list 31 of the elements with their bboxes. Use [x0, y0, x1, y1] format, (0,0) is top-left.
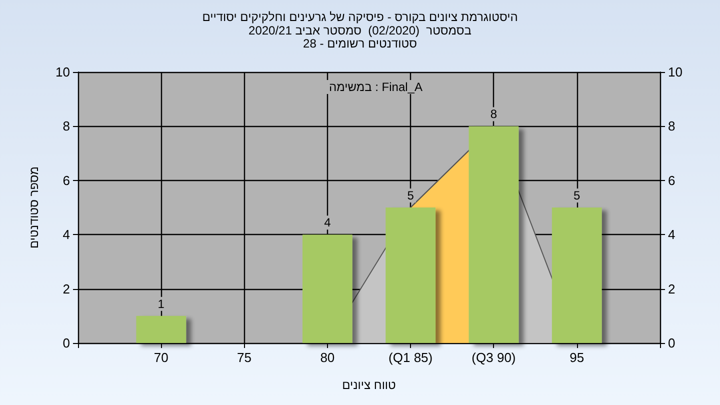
data-label: 1	[158, 296, 165, 311]
x-tick-label: 80	[320, 350, 335, 365]
bar	[136, 316, 186, 343]
annotation: במשימה : Final_A	[329, 80, 422, 94]
chart-title: היסטוגרמת ציונים בקורס - פיסיקה של גרעינים וחלקיקים יסודיים	[202, 10, 518, 24]
x-tick-label: 95	[570, 350, 584, 365]
data-label: 5	[574, 188, 581, 202]
data-label: 4	[324, 216, 332, 230]
y-tick-label: 6	[62, 172, 70, 188]
y2-tick-label: 6	[668, 172, 676, 188]
y-tick-label: 10	[56, 64, 70, 80]
y2-tick-label: 2	[668, 281, 676, 296]
data-label: 8	[490, 107, 498, 122]
x-tick-label: (Q3 90)	[472, 350, 516, 365]
y2-tick-label: 10	[668, 64, 682, 80]
x-tick-label: 70	[154, 350, 168, 365]
y-tick-label: 4	[62, 227, 70, 242]
bar	[552, 208, 602, 343]
y-tick-label: 8	[62, 118, 70, 134]
x-tick-label: 75	[237, 350, 252, 365]
y2-tick-label: 4	[668, 227, 676, 242]
data-label: 5	[407, 188, 414, 202]
x-tick-label: (Q1 85)	[388, 350, 433, 365]
y2-tick-label: 8	[668, 118, 676, 134]
y2-tick-label: 0	[668, 336, 676, 350]
y-axis-title: מספר סטודנטים	[27, 166, 41, 249]
chart-subtitle: בסמסטר (02/2020) סמסטר אביב 2020/21 סטודנטים רשומים - 28	[248, 24, 472, 50]
y-tick-label: 0	[62, 336, 70, 350]
bar	[302, 234, 352, 343]
y-tick-label: 2	[62, 281, 70, 296]
x-axis-title: טווח ציונים	[342, 378, 396, 392]
